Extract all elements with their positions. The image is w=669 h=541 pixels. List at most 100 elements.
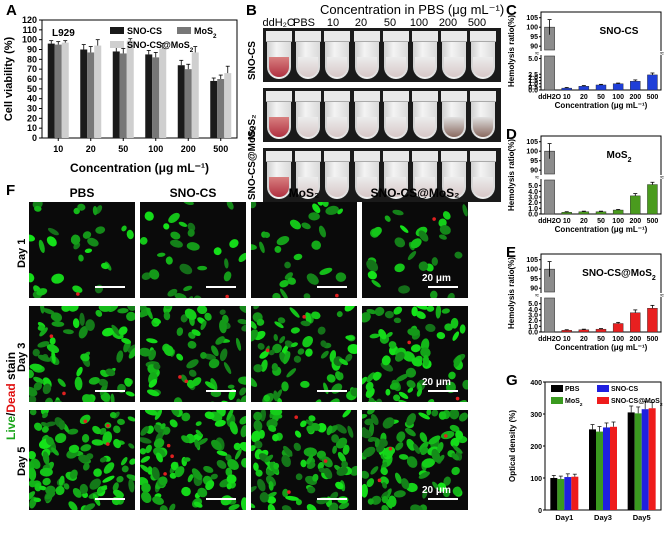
live-cell xyxy=(273,334,278,342)
x-tick-label: 10 xyxy=(563,336,571,343)
live-cell xyxy=(449,424,460,432)
live-cell xyxy=(223,271,232,282)
live-cell xyxy=(401,478,410,490)
live-cell xyxy=(350,387,357,397)
live-cell xyxy=(45,436,55,446)
cell-field xyxy=(29,306,135,402)
dead-cell xyxy=(62,391,66,396)
live-cell xyxy=(124,377,132,387)
live-cell xyxy=(410,344,421,353)
tube-column-label: PBS xyxy=(292,17,315,29)
live-cell xyxy=(46,344,60,353)
live-cell xyxy=(305,312,312,324)
y-tick-label: 4.0 xyxy=(528,307,538,314)
bar-sample xyxy=(630,312,641,333)
live-cell xyxy=(204,312,212,321)
dead-cell xyxy=(388,446,393,451)
live-cell xyxy=(326,374,336,383)
live-cell xyxy=(419,432,428,443)
cell-field xyxy=(140,202,246,298)
micrograph-column-label: SNO-CS xyxy=(169,186,217,200)
live-cell xyxy=(347,344,357,354)
live-cell xyxy=(342,410,352,418)
dead-cell xyxy=(83,419,88,424)
live-cell xyxy=(393,490,406,498)
live-cell xyxy=(78,326,88,339)
axis-break xyxy=(539,51,663,55)
live-cell xyxy=(92,425,101,435)
tube-liquid xyxy=(473,177,494,197)
live-cell xyxy=(336,467,348,476)
live-cell xyxy=(239,306,246,314)
panel-label-e: E xyxy=(506,244,517,261)
tube xyxy=(295,151,322,199)
live-cell xyxy=(99,382,108,396)
live-cell xyxy=(398,399,411,402)
live-cell xyxy=(451,466,460,476)
live-cell xyxy=(226,483,232,490)
live-cell xyxy=(54,433,67,444)
live-cell xyxy=(127,306,135,311)
scale-bar-label: 20 μm xyxy=(422,273,451,284)
y-tick-label: 400 xyxy=(530,380,542,387)
live-cell xyxy=(117,418,125,425)
live-cell xyxy=(396,431,406,442)
live-cell xyxy=(195,421,202,426)
live-cell xyxy=(146,338,158,344)
live-cell xyxy=(121,465,129,473)
tube xyxy=(470,91,497,139)
live-cell xyxy=(414,306,428,310)
live-cell xyxy=(227,384,235,389)
live-cell xyxy=(453,355,462,368)
x-tick-label: 10 xyxy=(563,218,571,225)
live-cell xyxy=(183,202,194,206)
live-cell xyxy=(188,369,197,377)
tube xyxy=(295,91,322,139)
tube xyxy=(470,31,497,79)
tube-liquid xyxy=(415,177,435,197)
live-cell xyxy=(444,323,453,331)
bar-SNO-CS@MoS2 xyxy=(94,45,102,138)
live-cell xyxy=(241,458,246,468)
live-cell xyxy=(29,491,36,502)
tube xyxy=(324,91,351,139)
live-cell xyxy=(406,380,416,389)
live-cell xyxy=(219,319,227,334)
live-cell xyxy=(37,354,51,362)
live-cell xyxy=(220,495,232,506)
live-cell xyxy=(37,341,50,348)
dead-cell xyxy=(407,340,411,345)
live-cell xyxy=(176,327,184,336)
panel-d-chart: ≈ ≈90 95 100 105 0.01.02.03.04.05.0 ddH2O 10 20 5… xyxy=(507,135,664,234)
tube xyxy=(441,31,468,79)
live-cell xyxy=(395,373,409,382)
live-cell xyxy=(80,444,92,452)
live-cell xyxy=(321,456,333,468)
scale-bar xyxy=(206,498,236,500)
x-tick-label: ddH2O xyxy=(538,218,562,225)
live-cell xyxy=(370,466,379,475)
live-cell xyxy=(63,483,70,490)
tube xyxy=(324,151,351,199)
live-cell xyxy=(394,237,406,248)
live-cell xyxy=(281,454,291,468)
live-cell xyxy=(121,338,131,344)
live-cell xyxy=(51,350,56,364)
y-tick-label: 105 xyxy=(526,257,538,264)
live-cell xyxy=(382,482,387,489)
cell-field xyxy=(140,410,246,510)
x-tick-label: Day5 xyxy=(633,513,651,522)
x-tick-label: 200 xyxy=(181,144,196,154)
micrograph-column-label: MoS₂ xyxy=(288,186,320,200)
tube xyxy=(353,31,380,79)
scale-bar-label: 20 μm xyxy=(422,377,451,388)
live-cell xyxy=(295,473,303,481)
live-cell xyxy=(151,466,160,480)
live-cell xyxy=(70,234,81,245)
dead-cell xyxy=(443,434,448,438)
live-cell xyxy=(419,504,428,510)
scale-bar xyxy=(317,498,347,500)
tube-liquid xyxy=(415,57,435,77)
live-cell xyxy=(156,252,166,257)
x-axis-label: Concentration (μg mL⁻¹) xyxy=(555,343,648,352)
